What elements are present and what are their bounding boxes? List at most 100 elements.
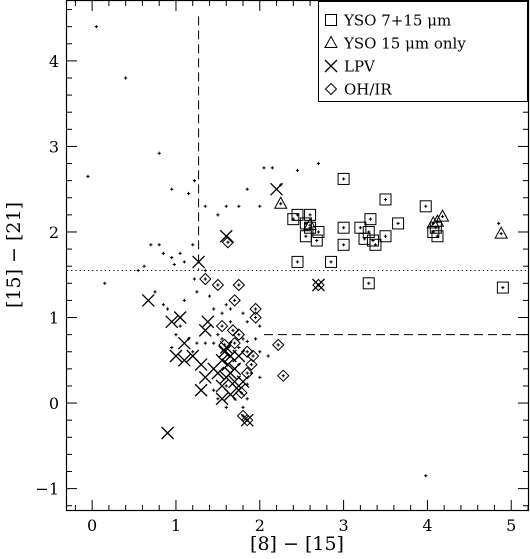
square-marker <box>366 234 379 247</box>
plus-marker <box>371 238 375 243</box>
plus-marker <box>216 283 220 287</box>
plus-marker <box>228 307 233 311</box>
plus-marker <box>216 333 220 337</box>
plus-marker <box>237 283 241 287</box>
plus-marker <box>342 243 346 247</box>
plus-marker <box>203 204 207 208</box>
plus-marker <box>157 243 161 247</box>
plus-marker <box>178 251 182 255</box>
legend-label-diamond: OH/IR <box>344 81 392 99</box>
plus-marker <box>182 298 186 303</box>
diamond-marker <box>199 272 212 286</box>
plus-marker <box>220 311 224 315</box>
plus-marker <box>245 187 249 191</box>
plus-marker <box>501 285 505 290</box>
plus-marker <box>245 320 249 324</box>
plus-marker <box>245 371 249 375</box>
diamond-marker <box>241 345 254 358</box>
plus-marker <box>161 251 165 255</box>
diamond-marker <box>249 302 262 316</box>
plus-marker <box>241 414 245 418</box>
cross-marker <box>198 323 212 337</box>
plus-marker <box>308 223 312 227</box>
plus-marker <box>149 243 153 247</box>
diamond-marker <box>245 358 258 371</box>
diamond-marker <box>228 336 241 350</box>
plus-marker <box>172 262 176 267</box>
square-marker <box>291 208 304 221</box>
series-square <box>287 172 509 294</box>
plus-marker <box>329 260 333 264</box>
plus-marker <box>228 320 233 324</box>
plus-marker <box>497 221 501 226</box>
plus-marker <box>270 166 274 170</box>
x-axis-label: [8] − [15] <box>250 533 344 555</box>
cross-marker <box>215 392 229 406</box>
legend-label-triangle: YSO 15 μm only <box>343 35 466 53</box>
plus-marker <box>142 264 146 268</box>
plus-marker <box>86 174 90 178</box>
plus-marker <box>266 354 270 358</box>
plus-marker <box>182 260 186 264</box>
plus-marker <box>224 204 228 208</box>
x-tick-label: 1 <box>171 516 181 535</box>
plus-marker <box>195 341 199 345</box>
square-marker <box>325 255 338 268</box>
plus-marker <box>237 362 241 367</box>
y-axis-label: [15] − [21] <box>3 202 25 308</box>
square-marker <box>496 281 509 294</box>
plus-marker <box>424 204 428 208</box>
cross-marker <box>194 358 208 372</box>
diamond-marker <box>218 338 231 352</box>
plus-marker <box>241 337 245 341</box>
legend: YSO 7+15 μm YSO 15 μm only LPV OH/IR <box>318 1 528 102</box>
y-tick-label: 0 <box>49 394 59 413</box>
diamond-marker <box>232 328 246 341</box>
series-dot <box>86 25 501 478</box>
cross-marker <box>161 426 175 440</box>
square-marker <box>299 230 312 243</box>
plus-marker <box>253 315 258 320</box>
plus-marker <box>316 283 321 287</box>
square-marker <box>364 213 377 226</box>
plus-marker <box>233 341 237 345</box>
plus-marker <box>94 25 98 29</box>
plus-marker <box>258 350 262 354</box>
plus-marker <box>212 388 216 392</box>
plus-marker <box>212 341 216 345</box>
plus-marker <box>239 391 243 395</box>
legend-box <box>318 1 528 102</box>
plus-marker <box>295 213 300 217</box>
plus-marker <box>170 256 174 260</box>
diamond-marker <box>324 82 338 96</box>
plus-marker <box>212 307 216 311</box>
plus-marker <box>192 179 197 183</box>
plus-marker <box>207 294 212 298</box>
y-tick-label: 2 <box>49 223 59 242</box>
plus-marker <box>245 418 249 422</box>
square-marker <box>337 221 350 234</box>
plus-marker <box>174 333 178 337</box>
plus-marker <box>245 350 249 354</box>
square-marker <box>362 225 375 238</box>
plus-marker <box>258 375 262 380</box>
triangle-marker <box>494 226 509 239</box>
plus-marker <box>358 226 362 230</box>
plus-marker <box>295 168 300 172</box>
plus-marker <box>191 243 195 247</box>
plus-marker <box>224 303 228 307</box>
y-tick-label: 4 <box>49 52 59 71</box>
plus-marker <box>249 362 253 367</box>
square-marker <box>291 255 304 268</box>
plus-marker <box>216 397 220 401</box>
data-points <box>86 25 509 478</box>
plus-marker <box>186 337 191 341</box>
square-marker <box>379 230 392 243</box>
plus-marker <box>103 281 107 285</box>
cross-marker <box>194 383 208 397</box>
square-marker <box>287 213 300 226</box>
series-diamond <box>199 236 325 427</box>
cross-marker <box>192 255 206 269</box>
square-marker <box>431 230 444 243</box>
